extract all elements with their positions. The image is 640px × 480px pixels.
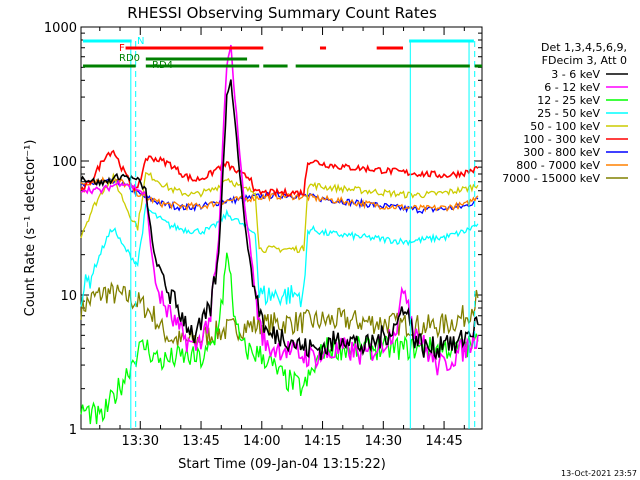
y-tick-label: 1 <box>69 423 77 438</box>
x-tick-label: 13:30 <box>122 434 159 449</box>
legend-label: 12 - 25 keV <box>537 94 600 107</box>
flag-label-f: F <box>119 43 125 54</box>
y-tick-label: 10 <box>60 289 77 304</box>
legend-label: 6 - 12 keV <box>544 81 600 94</box>
plot-frame <box>80 26 483 430</box>
y-axis-label: Count Rate (s⁻¹ detector⁻¹) <box>23 140 38 317</box>
legend-label: 3 - 6 keV <box>551 68 600 81</box>
flag-label-rd0: RD0 <box>119 53 140 64</box>
x-tick-label: 14:15 <box>304 434 341 449</box>
flag-label-rd4: RD4 <box>152 60 173 71</box>
series-line-3-6keV <box>80 79 479 361</box>
legend-label: 50 - 100 keV <box>530 120 600 133</box>
legend-label: 100 - 300 keV <box>523 133 600 146</box>
x-tick-label: 14:00 <box>243 434 280 449</box>
flag-label-n: N <box>137 36 144 47</box>
legend-label: 25 - 50 keV <box>537 107 600 120</box>
series-line-7000-15000keV <box>80 281 479 347</box>
series-line-100-300keV <box>80 149 479 199</box>
legend-label: 300 - 800 keV <box>523 146 600 159</box>
tick-layer: 1 10 100 1000 13:30 13:45 14:00 14:15 14:30 14:45 <box>44 21 482 449</box>
x-tick-label: 14:30 <box>365 434 402 449</box>
chart-title: RHESSI Observing Summary Count Rates <box>127 4 437 22</box>
x-axis-label: Start Time (09-Jan-04 13:15:22) <box>178 457 386 472</box>
generation-timestamp: 13-Oct-2021 23:57 <box>561 469 637 478</box>
x-tick-label: 13:45 <box>182 434 219 449</box>
series-layer <box>80 44 479 425</box>
series-line-12-25keV <box>80 252 479 425</box>
legend-label: 7000 - 15000 keV <box>502 172 600 185</box>
decimation-info: FDecim 3, Att 0 <box>542 54 627 67</box>
legend-label: 800 - 7000 keV <box>516 159 600 172</box>
series-line-25-50keV <box>80 203 479 308</box>
x-tick-label: 14:45 <box>425 434 462 449</box>
y-tick-label: 100 <box>52 155 77 170</box>
y-tick-label: 1000 <box>44 21 77 36</box>
detector-info: Det 1,3,4,5,6,9, <box>541 41 627 54</box>
series-line-50-100keV <box>80 171 479 254</box>
